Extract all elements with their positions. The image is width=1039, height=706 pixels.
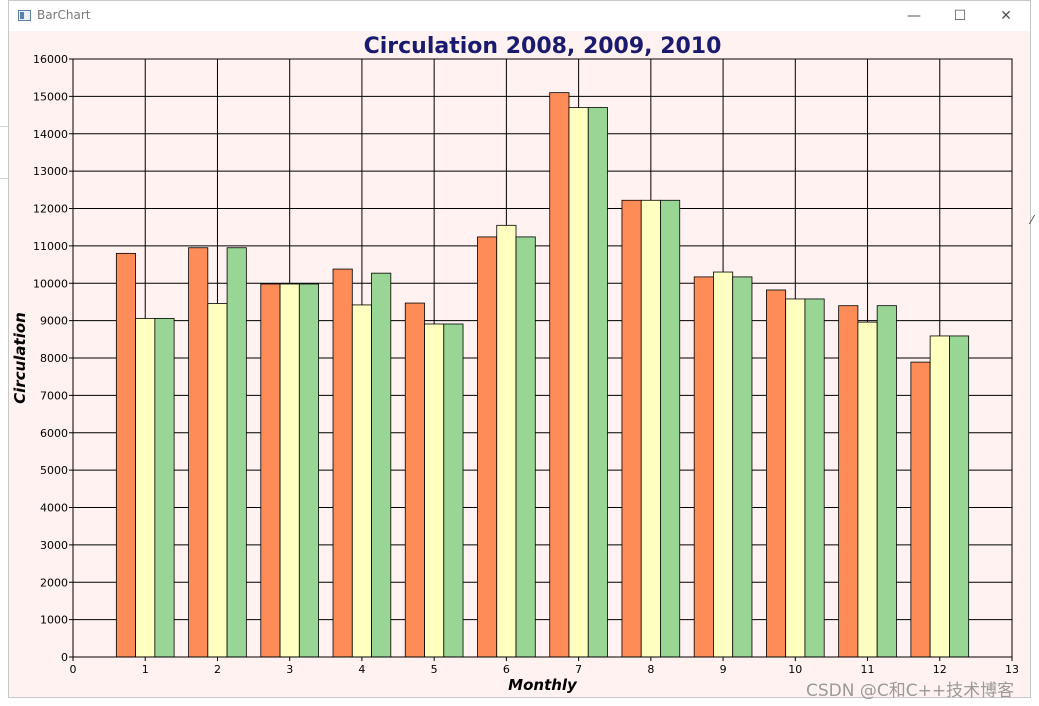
x-tick-label: 6 — [503, 663, 510, 676]
bar — [949, 335, 970, 658]
bar — [371, 272, 392, 658]
y-tick-label: 11000 — [33, 240, 68, 253]
background-line — [0, 126, 8, 127]
y-tick-label: 15000 — [33, 90, 68, 103]
bar — [207, 303, 228, 658]
x-tick-label: 3 — [286, 663, 293, 676]
x-tick-label: 4 — [358, 663, 365, 676]
bar — [443, 323, 464, 658]
bar — [713, 271, 734, 658]
y-tick-label: 7000 — [40, 389, 68, 402]
y-tick-label: 13000 — [33, 165, 68, 178]
bar — [640, 199, 661, 658]
bar-chart: 0100020003000400050006000700080009000100… — [11, 34, 1019, 694]
y-tick-label: 9000 — [40, 315, 68, 328]
y-tick-label: 0 — [61, 651, 68, 664]
y-tick-label: 16000 — [33, 53, 68, 66]
bar — [804, 298, 825, 658]
bar — [279, 283, 300, 658]
close-button[interactable]: ✕ — [983, 1, 1029, 31]
bar — [351, 304, 372, 658]
app-icon — [18, 10, 31, 21]
x-axis-label: Monthly — [508, 676, 578, 694]
bar — [857, 321, 878, 658]
bar — [876, 305, 897, 658]
x-tick-label: 13 — [1005, 663, 1019, 676]
bar — [424, 323, 445, 658]
close-icon: ✕ — [1000, 8, 1012, 24]
background-strip — [0, 0, 8, 706]
minimize-icon: — — [907, 8, 921, 24]
bar — [260, 283, 281, 658]
y-tick-label: 1000 — [40, 614, 68, 627]
bar — [693, 276, 714, 658]
y-tick-label: 12000 — [33, 203, 68, 216]
bar — [477, 236, 498, 658]
title-bar[interactable]: BarChart — ☐ ✕ — [9, 1, 1030, 31]
bar — [785, 298, 806, 658]
y-tick-label: 5000 — [40, 464, 68, 477]
bar — [910, 361, 931, 658]
x-tick-label: 2 — [214, 663, 221, 676]
resize-grip-icon: ⁄ — [1031, 213, 1034, 227]
bar — [115, 252, 137, 658]
bar — [496, 224, 517, 658]
y-tick-label: 10000 — [33, 277, 68, 290]
chart-area: 0 1000 2000 3000 4000 5000 6000 7000 8000 9000 100… — [9, 31, 1030, 697]
x-tick-label: 10 — [788, 663, 802, 676]
minimize-button[interactable]: — — [891, 1, 937, 31]
y-tick-label: 8000 — [40, 352, 68, 365]
bar — [549, 92, 570, 658]
bar — [587, 107, 608, 658]
y-tick-label: 4000 — [40, 502, 68, 515]
bar — [135, 317, 156, 658]
bar — [929, 335, 950, 658]
x-tick-label: 1 — [142, 663, 149, 676]
bar — [732, 276, 753, 658]
app-window: BarChart — ☐ ✕ 0 1000 2000 3000 4000 5000 6000… — [8, 0, 1031, 698]
y-axis-label: Circulation — [11, 312, 29, 404]
x-tick-label: 11 — [861, 663, 875, 676]
bar — [188, 247, 209, 658]
bar — [404, 302, 425, 658]
watermark: CSDN @C和C++技术博客 — [806, 681, 1015, 701]
maximize-icon: ☐ — [953, 8, 967, 24]
bar — [621, 199, 642, 658]
x-tick-label: 9 — [720, 663, 727, 676]
bar — [660, 199, 681, 658]
y-tick-label: 6000 — [40, 427, 68, 440]
bar — [332, 268, 353, 658]
x-tick-label: 7 — [575, 663, 582, 676]
bar — [226, 247, 247, 658]
y-tick-label: 2000 — [40, 576, 68, 589]
x-tick-label: 12 — [933, 663, 947, 676]
bar — [515, 236, 536, 658]
x-tick-label: 5 — [431, 663, 438, 676]
x-tick-label: 8 — [647, 663, 654, 676]
chart-title: Circulation 2008, 2009, 2010 — [364, 34, 722, 59]
bar — [766, 289, 787, 658]
bar — [298, 283, 319, 658]
bar — [838, 305, 859, 658]
maximize-button[interactable]: ☐ — [937, 1, 983, 31]
y-tick-label: 14000 — [33, 128, 68, 141]
y-tick-label: 3000 — [40, 539, 68, 552]
background-line — [0, 178, 8, 179]
x-tick-label: 0 — [70, 663, 77, 676]
bar — [154, 317, 175, 658]
bar — [568, 107, 589, 658]
window-title: BarChart — [37, 8, 91, 22]
